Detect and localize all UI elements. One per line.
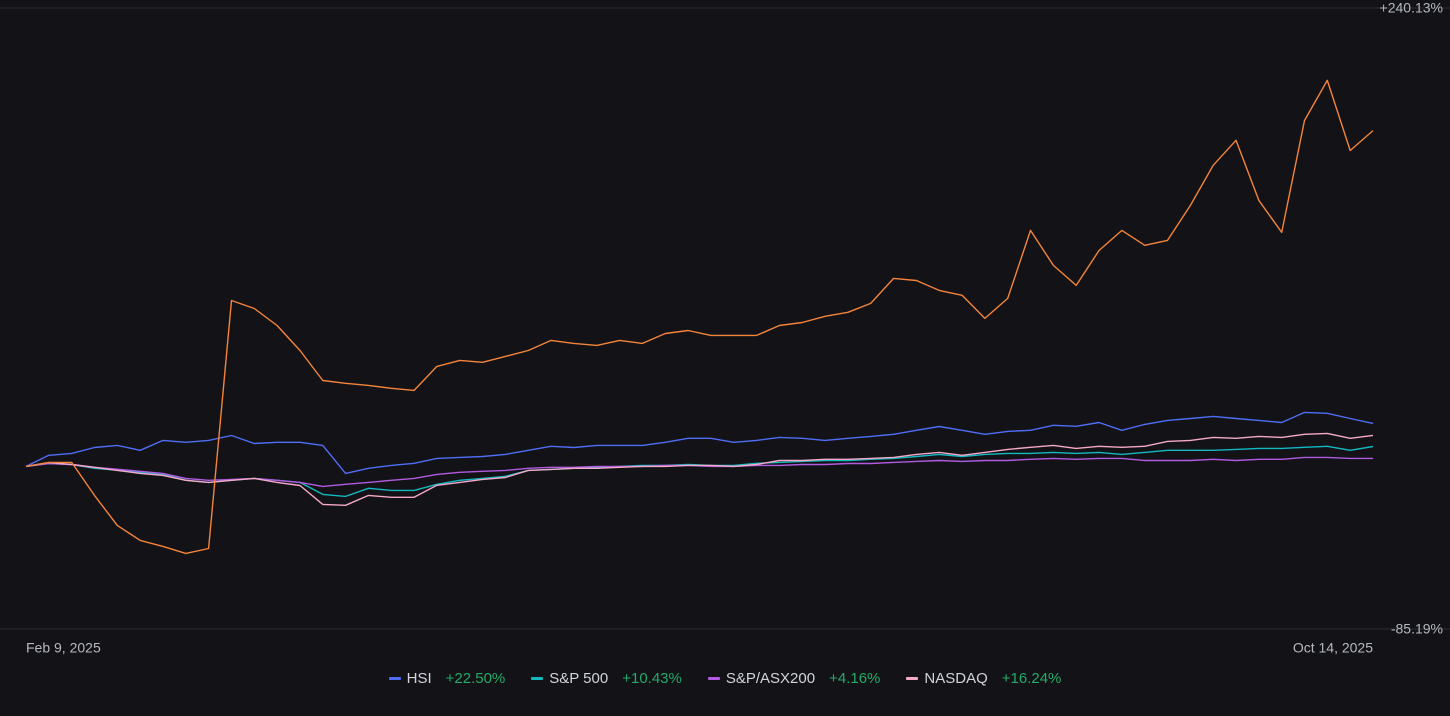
legend-item[interactable]: NASDAQ +16.24% [906, 670, 1061, 687]
y-tick-label: +240.13% [1380, 0, 1443, 16]
legend: HSI +22.50% S&P 500 +10.43% S&P/ASX200 +4.16%… [0, 670, 1450, 687]
legend-swatch [707, 677, 720, 680]
series-line [25, 456, 1373, 488]
x-tick-label: Oct 14, 2025 [1293, 640, 1373, 656]
y-tick-label: -85.19% [1391, 621, 1443, 637]
legend-swatch [388, 677, 401, 680]
series-line [25, 432, 1374, 506]
legend-item[interactable]: S&P 500 +10.43% [531, 670, 682, 687]
legend-label: HSI [406, 670, 432, 687]
legend-change: +16.24% [1001, 670, 1062, 687]
legend-change: +4.16% [829, 670, 881, 687]
series-line [25, 411, 1374, 475]
legend-swatch [531, 677, 544, 680]
series-line [25, 445, 1374, 498]
legend-label: NASDAQ [924, 670, 988, 687]
legend-label: S&P/ASX200 [725, 670, 816, 687]
legend-label: S&P 500 [549, 670, 609, 687]
legend-change: +22.50% [445, 670, 506, 687]
series-line [25, 79, 1374, 555]
x-tick-label: Feb 9, 2025 [26, 640, 101, 656]
legend-item[interactable]: S&P/ASX200 +4.16% [707, 670, 881, 687]
legend-change: +10.43% [622, 670, 682, 687]
legend-item[interactable]: HSI +22.50% [388, 670, 506, 687]
legend-swatch [906, 677, 919, 680]
